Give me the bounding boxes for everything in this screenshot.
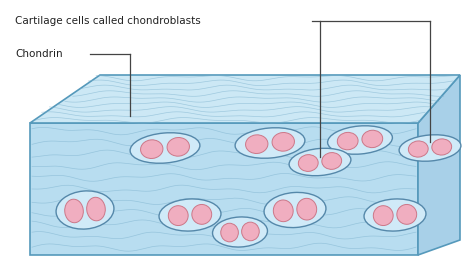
Ellipse shape [337,132,358,150]
Ellipse shape [264,192,326,228]
Ellipse shape [289,148,351,176]
Ellipse shape [322,153,342,169]
Ellipse shape [221,223,238,242]
Ellipse shape [272,133,294,151]
Polygon shape [30,123,418,255]
Ellipse shape [399,135,461,161]
Ellipse shape [432,139,452,155]
Ellipse shape [212,217,267,247]
Ellipse shape [374,206,393,225]
Ellipse shape [298,155,318,171]
Ellipse shape [364,199,426,231]
Ellipse shape [192,204,212,224]
Polygon shape [418,75,460,255]
Ellipse shape [328,126,392,154]
Ellipse shape [159,199,221,231]
Ellipse shape [246,135,268,153]
Ellipse shape [242,222,259,241]
Ellipse shape [141,140,163,158]
Polygon shape [30,75,460,123]
Text: Chondrin: Chondrin [15,49,63,59]
Ellipse shape [409,141,428,157]
Ellipse shape [130,133,200,163]
Ellipse shape [362,130,383,148]
Ellipse shape [235,128,305,158]
Ellipse shape [56,191,114,229]
Ellipse shape [65,199,83,223]
Ellipse shape [168,206,188,225]
Ellipse shape [297,198,317,220]
Ellipse shape [397,204,417,224]
Ellipse shape [273,200,293,222]
Ellipse shape [167,138,190,156]
Ellipse shape [87,197,105,221]
Text: Cartilage cells called chondroblasts: Cartilage cells called chondroblasts [15,16,201,26]
